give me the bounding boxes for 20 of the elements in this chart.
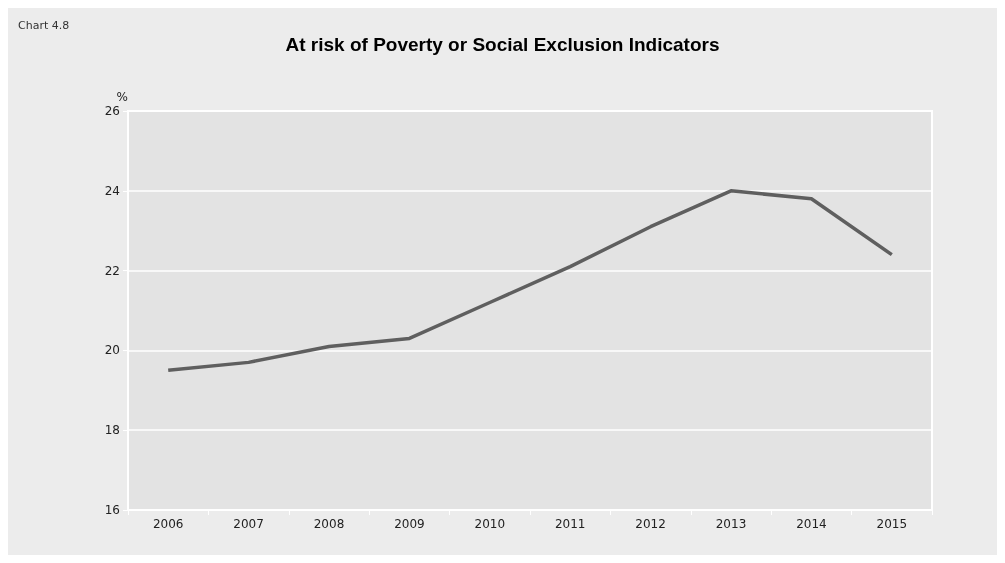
- x-tick-label: 2006: [152, 517, 184, 531]
- x-tick-label: 2011: [554, 517, 586, 531]
- caption: Chart 4.8: [18, 19, 70, 32]
- x-tick-label: 2010: [474, 517, 506, 531]
- x-tick-label: 2012: [635, 517, 666, 531]
- x-tick-label: 2008: [313, 517, 345, 531]
- x-tick-label: 2007: [233, 517, 264, 531]
- x-tick-label: 2013: [715, 517, 747, 531]
- y-tick-label: 18: [104, 423, 120, 438]
- x-tick-label: 2014: [796, 517, 827, 531]
- x-tick-label: 2009: [394, 517, 425, 531]
- y-tick-label: 16: [104, 503, 120, 517]
- y-axis-title: %: [116, 90, 128, 104]
- line-series: [166, 189, 894, 373]
- y-tick-label: 20: [104, 343, 120, 358]
- chart-title: At risk of Poverty or Social Exclusion Indicators: [285, 34, 720, 55]
- y-tick-label: 26: [104, 104, 120, 118]
- y-tick-label: 22: [104, 263, 120, 278]
- x-tick-label: 2015: [876, 517, 908, 531]
- y-tick-label: 24: [104, 183, 120, 198]
